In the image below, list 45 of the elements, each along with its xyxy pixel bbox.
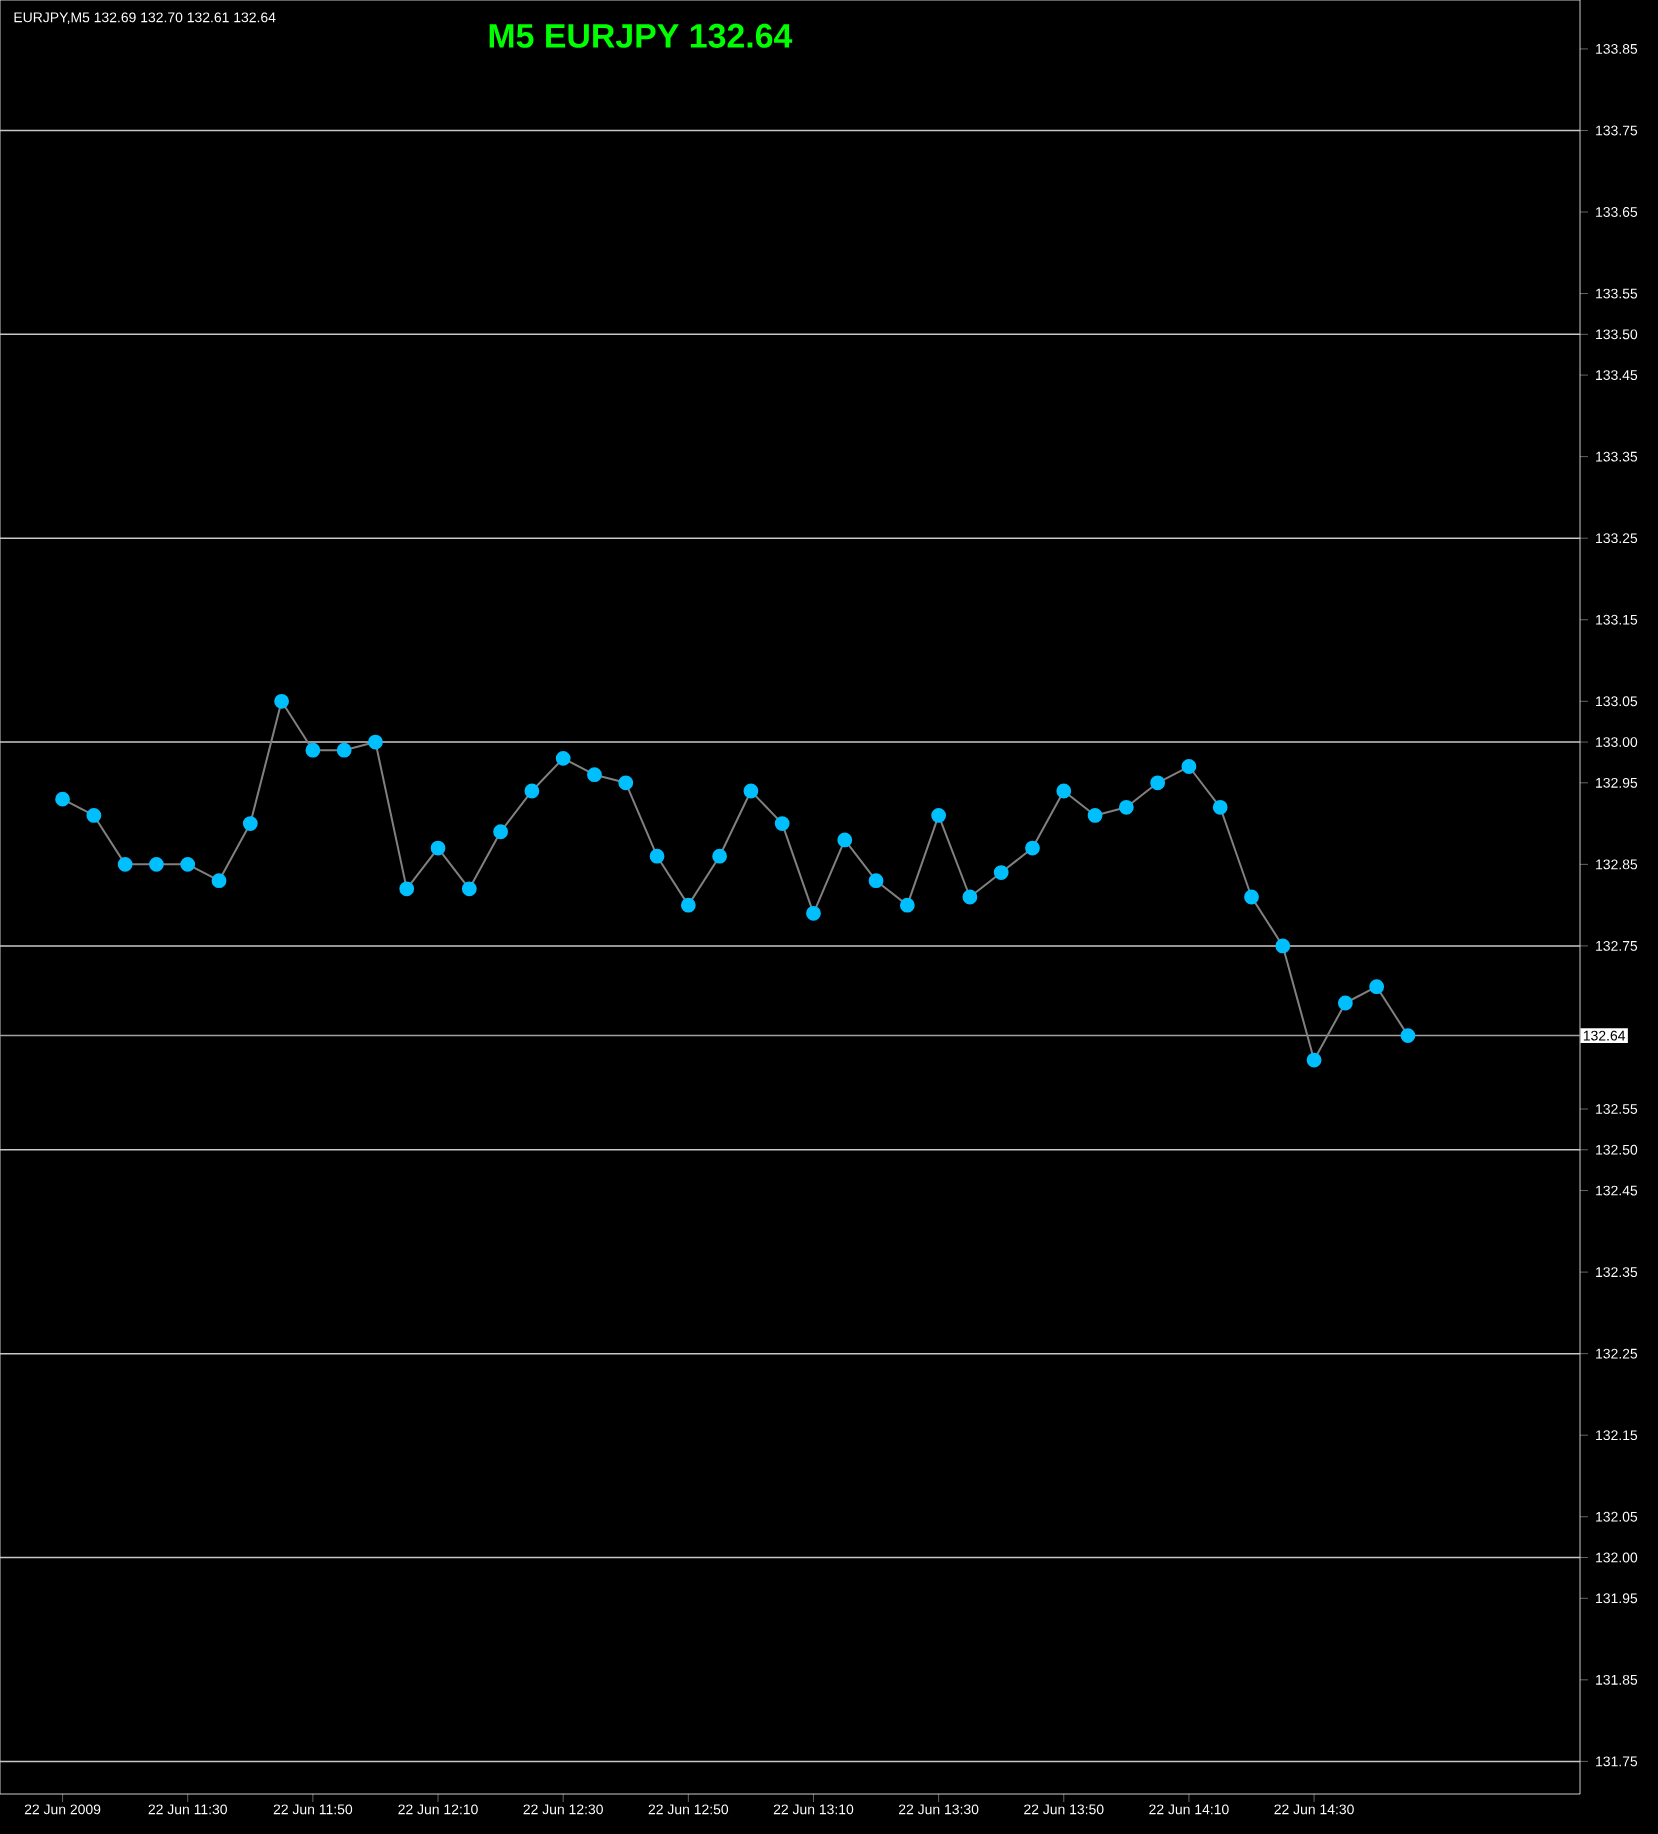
point [1212, 799, 1228, 815]
point [211, 873, 227, 889]
point [86, 808, 102, 823]
point [555, 750, 571, 766]
point [55, 791, 70, 807]
point [868, 873, 884, 889]
point [618, 775, 634, 791]
point [899, 897, 915, 913]
point [837, 832, 853, 848]
point [712, 848, 728, 864]
point [1087, 808, 1103, 823]
point [336, 742, 352, 758]
point [1337, 995, 1353, 1011]
point [493, 824, 508, 840]
point [1118, 799, 1134, 815]
point [680, 897, 696, 913]
point [774, 816, 790, 831]
point [1181, 759, 1197, 774]
point [649, 848, 665, 864]
point [1400, 1028, 1416, 1044]
point [524, 783, 540, 799]
point [1369, 979, 1385, 995]
point [1150, 775, 1166, 791]
point [461, 881, 477, 897]
point [1056, 783, 1072, 799]
point [117, 856, 133, 872]
point [1306, 1052, 1322, 1068]
point [274, 693, 289, 709]
point [1244, 889, 1259, 905]
point [962, 889, 978, 905]
text: M5 EURJPY 132.64 [489, 23, 793, 48]
point [368, 734, 383, 750]
point [931, 808, 947, 823]
point [430, 840, 446, 856]
point [993, 865, 1009, 880]
point [743, 783, 759, 799]
point [242, 816, 258, 831]
point [180, 856, 196, 872]
point [806, 905, 821, 921]
point [587, 767, 602, 783]
point [1275, 938, 1291, 954]
point [399, 881, 415, 897]
point [149, 856, 164, 872]
point [1025, 840, 1040, 856]
point [305, 742, 321, 758]
